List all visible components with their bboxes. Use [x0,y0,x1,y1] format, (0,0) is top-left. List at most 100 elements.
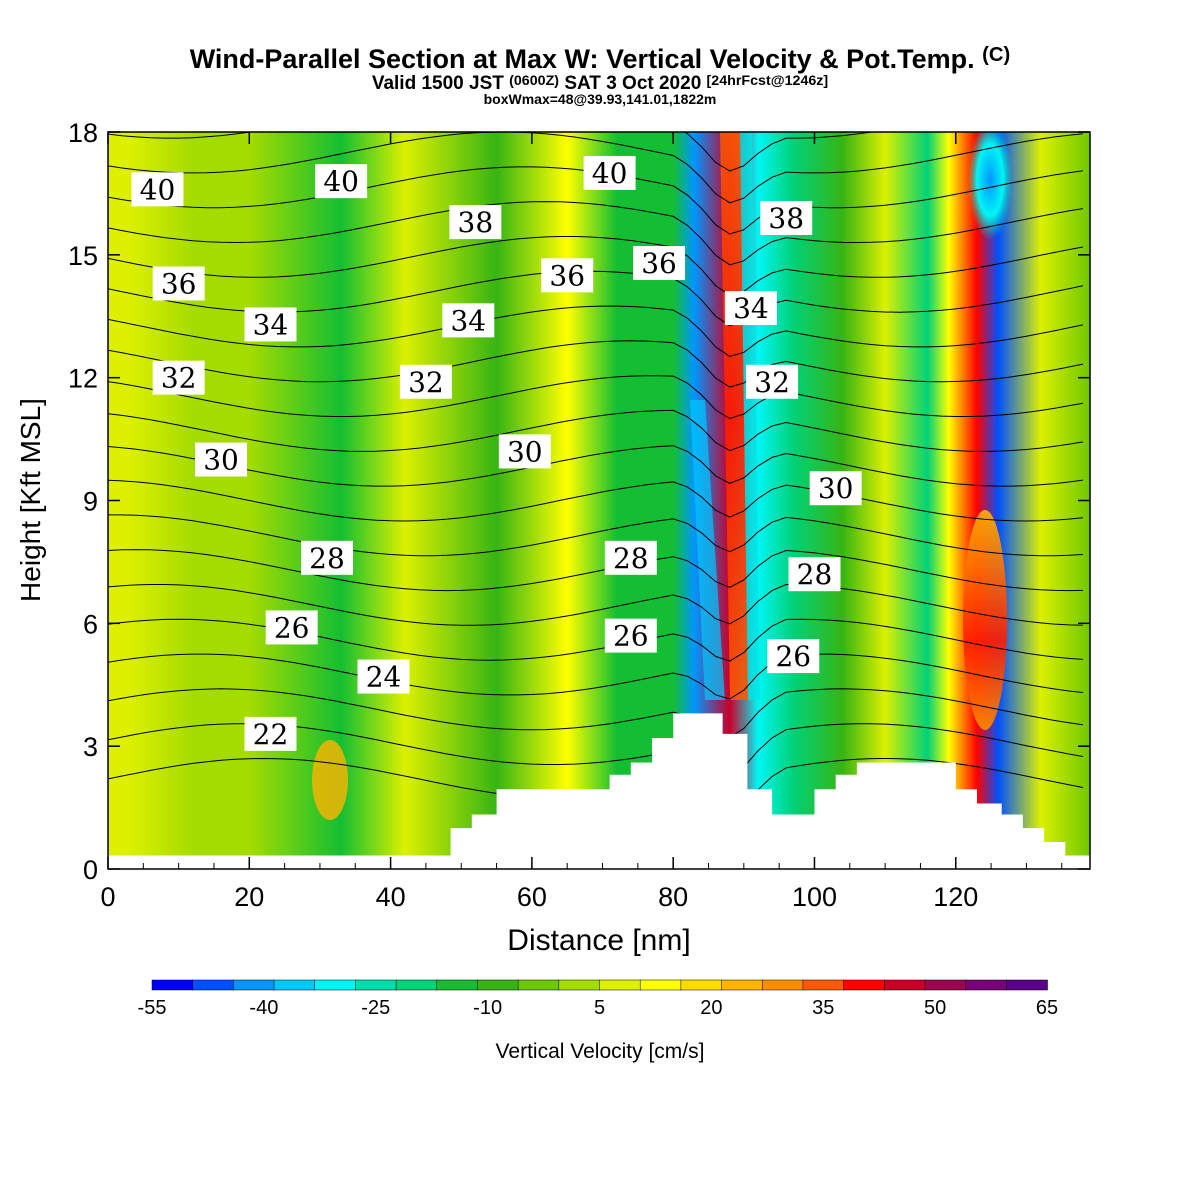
colorbar-tick-label: -25 [361,997,390,1019]
isentrope-label: 36 [541,258,594,293]
colorbar-tick-label: 50 [924,997,946,1019]
isentrope-label-box [746,364,799,399]
isentrope-label-box [449,205,502,240]
isentrope-label: 30 [809,471,862,506]
isentrope-label-box [152,266,205,301]
colorbar-swatch [233,979,275,991]
isentrope-label-text: 38 [458,206,494,239]
colorbar-swatch [151,979,194,991]
isentrope-label-text: 40 [140,173,176,206]
isentrope-label-box [131,172,184,207]
colorbar: -55 -40 -25 -10 5 20 35 50 65 [138,979,1058,1019]
isentrope-label: 28 [604,540,657,575]
colorbar-swatch [192,979,235,991]
colorbar-tick-label: 20 [700,997,722,1019]
x-tick-label: 40 [376,882,406,912]
isentrope-label-box [760,200,813,235]
isentrope-label-box [724,291,777,326]
x-tick-label: 120 [933,882,978,912]
isentrope-label: 36 [633,246,686,281]
isentrope-label: 26 [604,618,657,653]
isentrope-label-text: 38 [768,202,804,235]
colorbar-swatch [314,979,357,991]
isentrope-label: 34 [244,307,297,342]
colorbar-tick-label: 65 [1036,997,1058,1019]
colorbar-swatch [639,979,682,991]
updraft-core-88nm [720,132,748,700]
chart-valid-time: Valid 1500 JST (0600Z) SAT 3 Oct 2020 [2… [371,73,829,94]
colorbar-swatch [1006,979,1048,991]
isentrope-label-text: 32 [754,366,790,399]
isentrope-label-text: 34 [450,304,486,337]
isentrope-label: 40 [131,172,184,207]
isentrope-label: 32 [152,360,205,395]
x-tick-label: 100 [792,882,837,912]
terrain-mask [108,713,1090,869]
isentrope-label-box [357,659,410,694]
colorbar-swatch [599,979,641,991]
isentrope-label: 30 [498,434,551,469]
colorbar-swatch [802,979,845,991]
isentrope-label-text: 24 [366,661,402,694]
updraft-core-123nm [963,510,1007,730]
isentrope-label: 26 [265,610,318,645]
isentrope-label-text: 36 [161,267,197,300]
isentrope-label-text: 34 [733,292,769,325]
isentrope-38 [108,201,1083,266]
colorbar-swatch [884,979,926,991]
isentrope-label-box [633,246,686,281]
isentrope-label-box [788,557,841,592]
colorbar-tick-label: -55 [138,997,167,1019]
isentrope-33 [108,375,1083,420]
isentrope-28 [108,549,1083,592]
colorbar-swatch [924,979,967,991]
isentrope-label: 22 [244,716,297,751]
isentrope-31 [108,445,1083,487]
colorbar-swatch [680,979,723,991]
updraft-low-30nm [312,740,348,820]
chart-title: Wind-Parallel Section at Max W: Vertical… [189,44,1011,74]
isentrope-label: 24 [357,659,410,694]
y-axis-label: Height [Kft MSL] [15,398,46,602]
colorbar-label: Vertical Velocity [cm/s] [496,1040,705,1063]
colorbar-swatch [843,979,886,991]
isentrope-label-text: 30 [203,444,239,477]
isentrope-37 [108,236,1083,296]
isentrope-label-text: 32 [408,366,444,399]
isentrope-label-text: 26 [274,611,310,644]
isentrope-label: 38 [760,200,813,235]
colorbar-swatch [558,979,601,991]
isentrope-label-text: 40 [592,157,628,190]
colorbar-swatch [395,979,438,991]
chart-subtitle: boxWmax=48@39.93,141.01,1822m [483,91,717,107]
colorbar-swatch [721,979,763,991]
colorbar-tick-label: 5 [594,997,605,1019]
velocity-features [312,132,1012,820]
isentrope-30 [108,479,1083,522]
isentrope-label-box [399,364,452,399]
colorbar-swatch [436,979,479,991]
isentrope-25 [108,653,1083,700]
isentrope-label-box [809,471,862,506]
isentrope-34 [108,340,1084,388]
isentrope-label: 32 [399,364,452,399]
isentrope-label-text: 34 [253,308,289,341]
isentrope-label-box [315,164,368,199]
isentrope-29 [108,514,1083,557]
x-tick-label: 20 [234,882,264,912]
colorbar-tick-label: -10 [473,997,502,1019]
isentrope-label-text: 36 [641,247,677,280]
y-tick-label: 18 [68,118,98,148]
isentrope-40 [108,132,1083,204]
isentrope-label-text: 30 [818,472,854,505]
isentrope-label-text: 22 [253,718,289,751]
y-tick-label: 3 [83,732,98,762]
colorbar-swatch [355,979,397,991]
isentrope-label-text: 28 [309,542,345,575]
isentrope-label-box [541,258,594,293]
downdraft-core-92nm [740,132,760,700]
isentrope-label-box [767,639,820,674]
downdraft-blob-top [968,132,1012,240]
